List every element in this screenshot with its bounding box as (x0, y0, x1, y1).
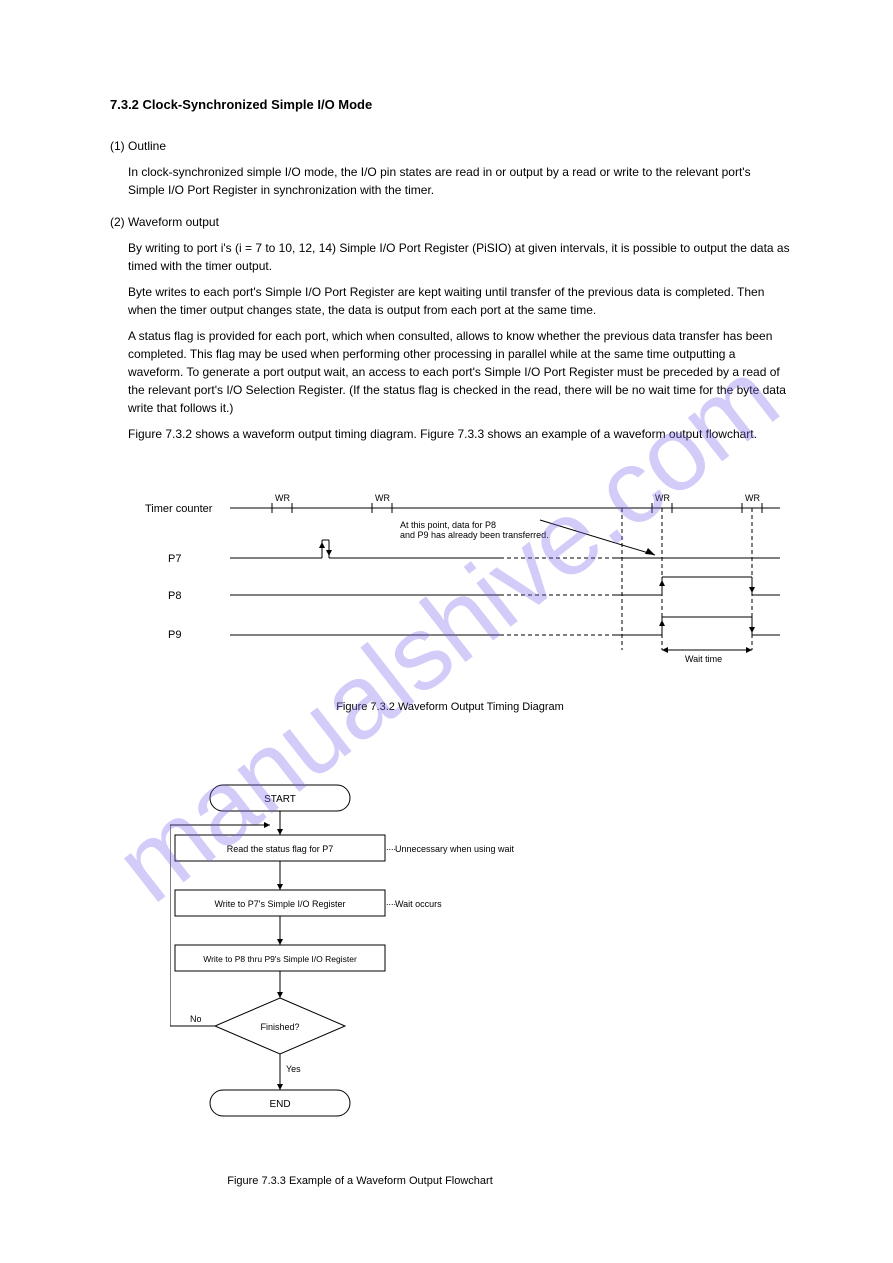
wait-time-label: Wait time (685, 654, 722, 664)
row-label-p7: P7 (168, 553, 181, 565)
para4: A status flag is provided for each port,… (128, 327, 790, 417)
node-start: START (264, 794, 296, 805)
decision-no: No (190, 1014, 202, 1024)
wr-label-1: WR (275, 493, 290, 503)
wr-label-3: WR (655, 493, 670, 503)
dots-2: .... (386, 897, 396, 907)
flowchart-svg: START Read the status flag for P7 Unnece… (170, 780, 600, 1160)
para2-label: (2) Waveform output (110, 213, 790, 231)
decision-yes: Yes (286, 1064, 301, 1074)
timing-caption: Figure 7.3.2 Waveform Output Timing Diag… (100, 701, 800, 713)
row-label-p8: P8 (168, 590, 181, 602)
timing-arrow-label-2: and P9 has already been transferred. (400, 530, 549, 540)
wr-label-2: WR (375, 493, 390, 503)
flowchart-caption: Figure 7.3.3 Example of a Waveform Outpu… (120, 1175, 600, 1187)
para2-body: By writing to port i's (i = 7 to 10, 12,… (128, 239, 790, 275)
para1-body: In clock-synchronized simple I/O mode, t… (128, 163, 790, 199)
flowchart: START Read the status flag for P7 Unnece… (170, 780, 600, 1160)
section-heading: 7.3.2 Clock-Synchronized Simple I/O Mode (110, 95, 790, 115)
para1-label: (1) Outline (110, 137, 790, 155)
timing-diagram-svg: WR WR WR WR Timer counter P7 P8 P9 (100, 490, 800, 690)
wr-label-4: WR (745, 493, 760, 503)
node-write-p8p9: Write to P8 thru P9's Simple I/O Registe… (203, 954, 357, 964)
node-read-status: Read the status flag for P7 (227, 844, 334, 854)
row-label-p9: P9 (168, 629, 181, 641)
timing-arrow-label: At this point, data for P8 (400, 520, 496, 530)
node-write-p7: Write to P7's Simple I/O Register (214, 899, 345, 909)
timing-diagram: WR WR WR WR Timer counter P7 P8 P9 (100, 490, 800, 670)
annotation-1: Unnecessary when using wait (395, 844, 515, 854)
row-label-timer: Timer counter (145, 503, 213, 515)
dots-1: .... (386, 842, 396, 852)
node-end: END (269, 1099, 290, 1110)
para5: Figure 7.3.2 shows a waveform output tim… (128, 425, 790, 443)
node-decision: Finished? (260, 1022, 299, 1032)
page-content: 7.3.2 Clock-Synchronized Simple I/O Mode… (110, 95, 790, 451)
annotation-2: Wait occurs (395, 899, 442, 909)
para3: Byte writes to each port's Simple I/O Po… (128, 283, 790, 319)
